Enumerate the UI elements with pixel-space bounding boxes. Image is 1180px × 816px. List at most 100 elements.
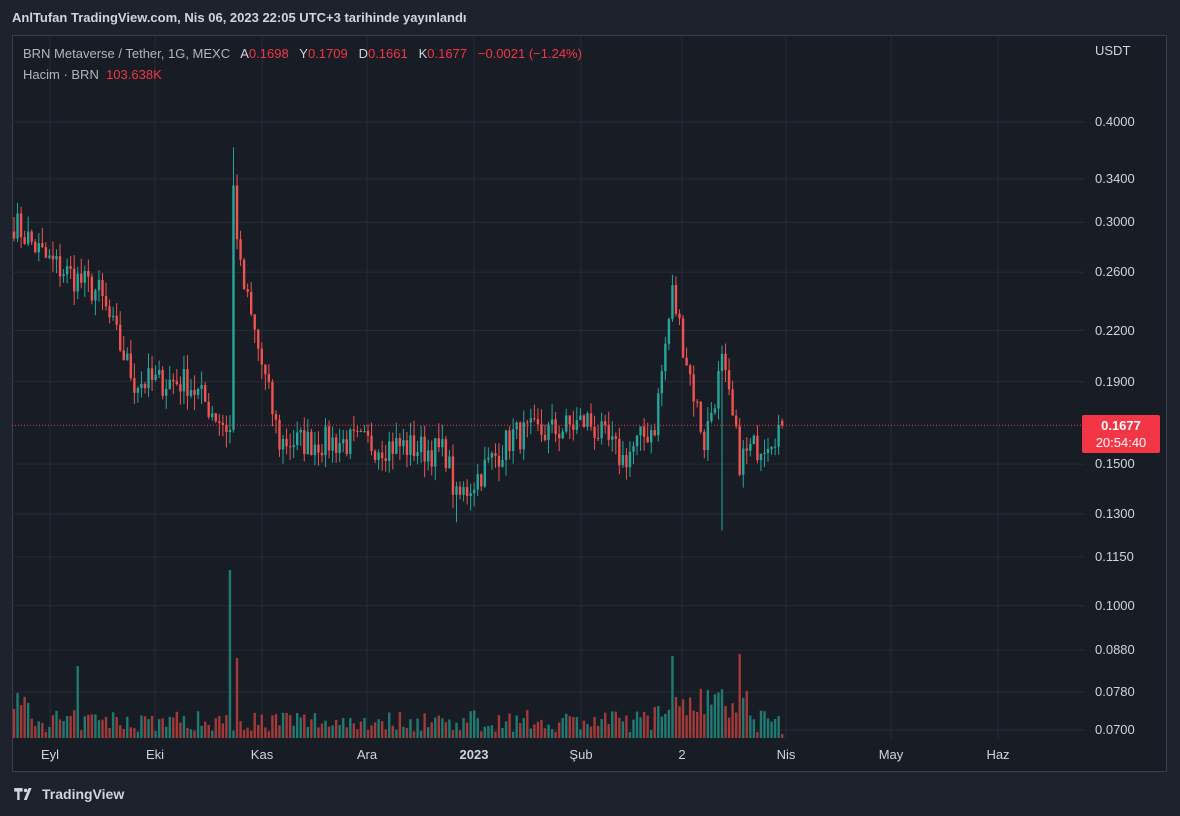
candle bbox=[540, 409, 543, 442]
ohlc-legend: BRN Metaverse / Tether, 1G, MEXC A0.1698… bbox=[23, 46, 582, 61]
candle bbox=[727, 358, 731, 396]
candle-body bbox=[402, 440, 405, 447]
candle-body bbox=[154, 374, 157, 380]
candle bbox=[232, 147, 235, 433]
price-tick-3: 0.2600 bbox=[1095, 264, 1135, 280]
candle bbox=[55, 249, 58, 274]
candle bbox=[664, 336, 667, 381]
candle bbox=[409, 422, 412, 466]
candle-body bbox=[618, 438, 621, 466]
candle bbox=[257, 328, 260, 362]
candle bbox=[667, 317, 671, 351]
volume-bar bbox=[349, 718, 352, 738]
candle-body bbox=[696, 401, 699, 403]
volume-bar bbox=[175, 711, 179, 738]
candle bbox=[508, 426, 511, 460]
volume-bar bbox=[115, 716, 118, 738]
candle-body bbox=[416, 452, 419, 457]
volume-bar bbox=[540, 719, 543, 738]
volume-bar bbox=[41, 722, 44, 738]
candle bbox=[703, 429, 706, 459]
price-tick-10: 0.0880 bbox=[1095, 642, 1135, 658]
volume-bar bbox=[589, 726, 593, 738]
candle bbox=[575, 407, 579, 435]
candle bbox=[296, 421, 299, 451]
volume-bar bbox=[104, 716, 108, 738]
candle-body bbox=[540, 424, 543, 435]
candle-body bbox=[678, 313, 681, 319]
candle bbox=[742, 439, 745, 488]
candle-body bbox=[172, 379, 175, 382]
candle bbox=[451, 444, 455, 509]
candle-body bbox=[72, 268, 76, 292]
candle bbox=[48, 249, 51, 260]
candle bbox=[111, 306, 115, 321]
volume-bar bbox=[83, 716, 86, 738]
volume-bar bbox=[455, 722, 458, 738]
symbol-label[interactable]: BRN Metaverse / Tether, 1G, MEXC bbox=[23, 46, 231, 61]
candle bbox=[635, 435, 639, 455]
candle bbox=[154, 365, 157, 382]
candle-body bbox=[487, 457, 490, 460]
candle bbox=[228, 415, 232, 444]
candle bbox=[646, 422, 649, 444]
candle-body bbox=[738, 426, 741, 475]
candle bbox=[766, 437, 770, 462]
candle bbox=[168, 365, 171, 390]
candle-body bbox=[557, 434, 561, 439]
volume-bar bbox=[462, 718, 465, 738]
candle bbox=[19, 206, 23, 248]
candle-body bbox=[632, 446, 635, 452]
candle-body bbox=[777, 424, 780, 447]
candle bbox=[133, 363, 136, 404]
candle bbox=[249, 281, 253, 317]
candle bbox=[773, 438, 777, 456]
candle-body bbox=[388, 441, 391, 461]
volume-label[interactable]: Hacim · BRN bbox=[23, 67, 99, 82]
candle bbox=[455, 481, 458, 523]
candle bbox=[175, 368, 179, 386]
volume-bar bbox=[653, 706, 656, 738]
volume-bars bbox=[12, 570, 784, 738]
candle-body bbox=[547, 424, 550, 440]
volume-bar bbox=[154, 731, 157, 738]
volume-bar bbox=[200, 725, 203, 738]
volume-bar bbox=[770, 721, 773, 738]
candle bbox=[462, 481, 465, 502]
volume-bar bbox=[196, 711, 200, 738]
candle-body bbox=[458, 486, 462, 495]
candle-body bbox=[306, 431, 310, 455]
candle bbox=[327, 420, 331, 459]
candle-body bbox=[780, 420, 784, 426]
volume-bar bbox=[51, 715, 55, 738]
volume-bar bbox=[607, 724, 610, 738]
candle bbox=[444, 436, 448, 472]
volume-bar bbox=[696, 711, 699, 738]
high-value: 0.1709 bbox=[307, 46, 348, 61]
volume-bar bbox=[23, 696, 26, 738]
tradingview-logo[interactable]: TradingView bbox=[14, 786, 124, 802]
volume-bar bbox=[218, 715, 221, 738]
price-tick-5: 0.1900 bbox=[1095, 373, 1135, 389]
time-tick-1: Eki bbox=[145, 747, 165, 762]
candle-body bbox=[260, 348, 263, 365]
candle bbox=[313, 432, 317, 466]
candle-body bbox=[742, 448, 745, 475]
volume-bar bbox=[642, 711, 646, 738]
chart-frame[interactable] bbox=[12, 35, 1167, 772]
volume-bar bbox=[363, 718, 366, 738]
volume-bar bbox=[554, 731, 557, 738]
volume-bar bbox=[359, 721, 363, 738]
candle-body bbox=[44, 247, 48, 258]
candle-body bbox=[186, 369, 189, 396]
candle-body bbox=[235, 185, 239, 240]
volume-bar bbox=[731, 703, 734, 738]
volume-bar bbox=[511, 731, 515, 738]
volume-bar bbox=[157, 719, 161, 738]
candle-body bbox=[370, 435, 373, 452]
high-label: Y bbox=[299, 46, 308, 61]
candle-body bbox=[200, 385, 203, 389]
candle-body bbox=[317, 444, 320, 453]
candle bbox=[419, 425, 423, 464]
